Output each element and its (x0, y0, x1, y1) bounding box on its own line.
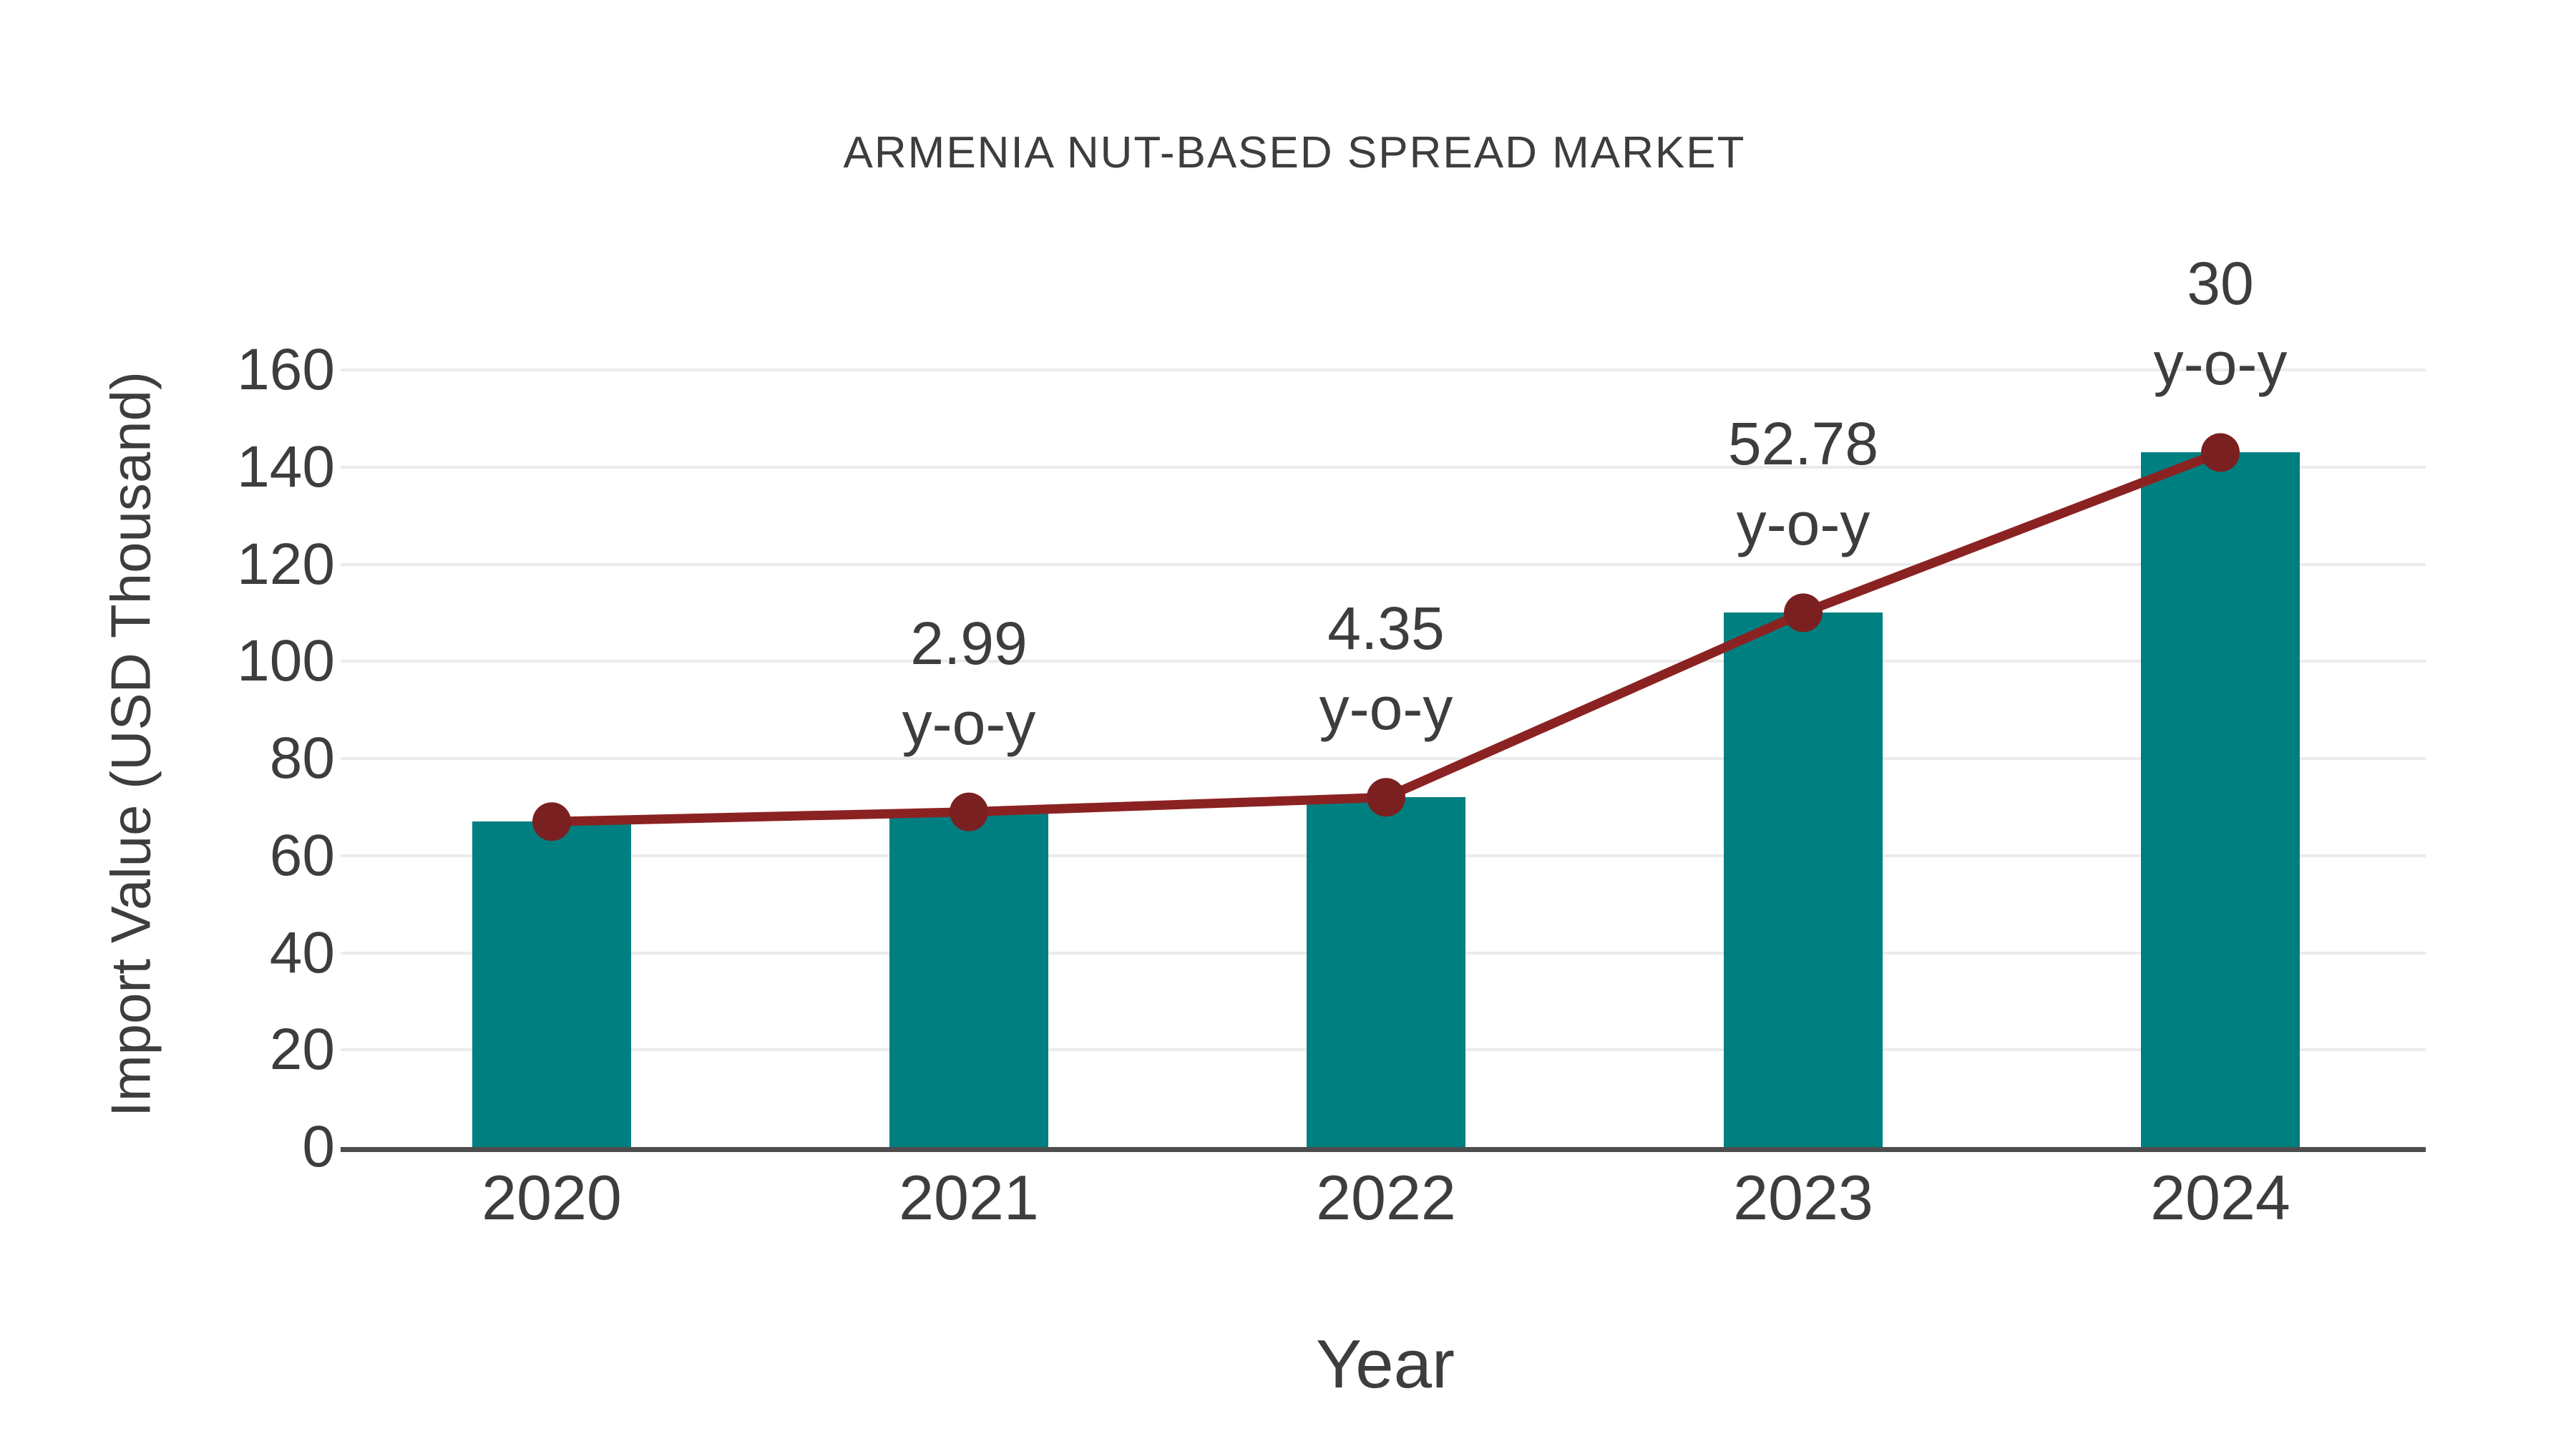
chart-title: ARMENIA NUT-BASED SPREAD MARKET (843, 128, 1746, 177)
y-tick-label-20: 20 (269, 1017, 335, 1083)
bar-2024 (2141, 452, 2300, 1147)
gridline-160 (341, 369, 2426, 371)
x-tick-label-2021: 2021 (899, 1162, 1039, 1233)
bar-2020 (472, 821, 631, 1147)
annotation-2021-line-2: y-o-y (902, 689, 1036, 757)
x-tick-label-2022: 2022 (1316, 1162, 1456, 1233)
y-tick-label-60: 60 (269, 822, 335, 888)
gridline-140 (341, 465, 2426, 469)
annotation-2023-line-1: 52.78 (1727, 410, 1879, 478)
y-tick-label-80: 80 (269, 726, 335, 791)
annotation-2024: 30 y-o-y (1970, 243, 2471, 404)
annotation-2022-line-2: y-o-y (1319, 675, 1453, 743)
annotation-2023-line-2: y-o-y (1736, 490, 1870, 558)
bar-2023 (1724, 613, 1883, 1147)
y-tick-label-120: 120 (237, 531, 335, 597)
annotation-2024-line-2: y-o-y (2153, 330, 2288, 398)
bar-2021 (889, 811, 1048, 1147)
y-tick-label-0: 0 (302, 1114, 335, 1179)
x-tick-label-2023: 2023 (1733, 1162, 1873, 1233)
y-tick-label-40: 40 (269, 919, 335, 985)
x-tick-label-2020: 2020 (482, 1162, 622, 1233)
annotation-2022-line-1: 4.35 (1327, 595, 1445, 663)
gridline-80 (341, 757, 2426, 760)
y-tick-label-140: 140 (237, 434, 335, 499)
y-tick-label-100: 100 (237, 628, 335, 694)
annotation-2024-line-1: 30 (2187, 250, 2254, 318)
x-tick-label-2024: 2024 (2150, 1162, 2290, 1233)
y-tick-label-160: 160 (237, 337, 335, 402)
annotation-2021-line-1: 2.99 (910, 609, 1028, 677)
annotation-2023: 52.78 y-o-y (1553, 404, 2054, 564)
bar-2022 (1307, 797, 1465, 1147)
x-axis-line (341, 1147, 2426, 1152)
gridline-120 (341, 562, 2426, 566)
x-axis-title: Year (1316, 1326, 1455, 1402)
annotation-2021: 2.99 y-o-y (718, 603, 1219, 763)
annotation-2022: 4.35 y-o-y (1136, 588, 1636, 748)
